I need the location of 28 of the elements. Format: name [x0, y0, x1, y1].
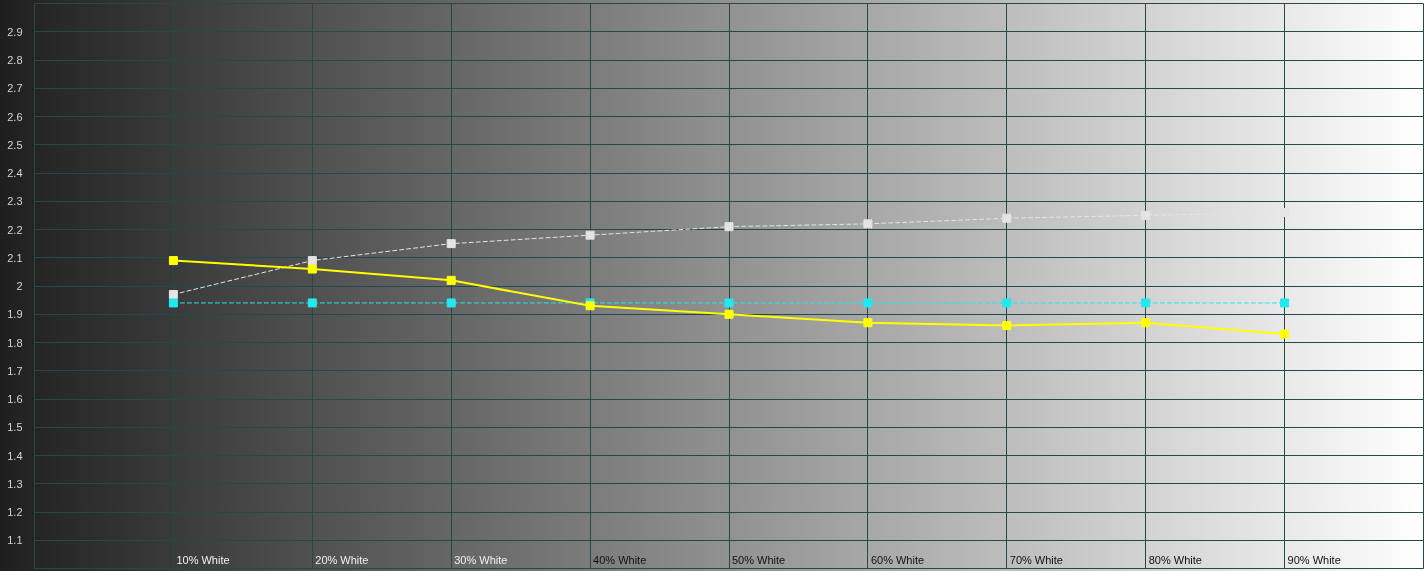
y-tick-label: 1.5	[7, 421, 23, 434]
y-tick-label: 2.1	[7, 251, 23, 264]
y-tick-label: 2.7	[7, 82, 23, 95]
x-tick-label: 40% White	[593, 553, 647, 566]
y-tick-label: 2.3	[7, 195, 23, 208]
y-tick-label: 2.2	[7, 223, 23, 236]
x-tick-label: 70% White	[1009, 553, 1063, 566]
x-tick-label: 50% White	[732, 553, 786, 566]
y-tick-label: 1.1	[7, 534, 23, 547]
x-tick-label: 20% White	[315, 553, 369, 566]
x-tick-label: 90% White	[1287, 553, 1341, 566]
y-tick-label: 1.4	[7, 449, 23, 462]
x-tick-label: 10% White	[176, 553, 230, 566]
x-tick-label: 80% White	[1148, 553, 1202, 566]
y-tick-label: 2.6	[7, 110, 23, 123]
x-tick-label: 30% White	[454, 553, 508, 566]
y-tick-label: 1.6	[7, 393, 23, 405]
y-tick-label: 2.9	[7, 25, 23, 38]
y-tick-label: 2.4	[7, 167, 23, 179]
x-tick-label: 60% White	[870, 553, 925, 566]
y-tick-label: 1.2	[7, 506, 23, 518]
y-tick-label: 2.5	[7, 138, 23, 151]
y-tick-label: 1.8	[7, 336, 23, 349]
y-tick-label: 1.9	[7, 308, 23, 321]
y-tick-label: 1.3	[7, 477, 23, 490]
y-tick-label: 1.7	[7, 364, 23, 377]
y-tick-label: 2	[16, 280, 23, 292]
y-tick-label: 2.8	[7, 54, 23, 66]
